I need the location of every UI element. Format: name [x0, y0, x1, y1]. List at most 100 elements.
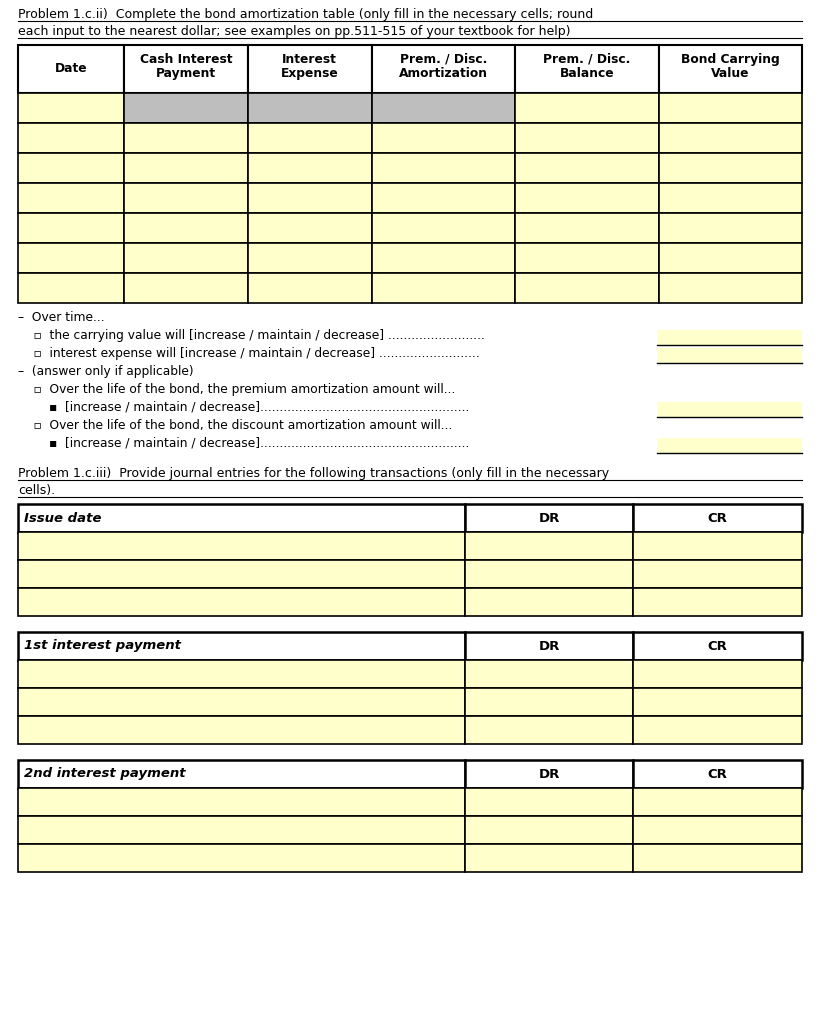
Bar: [658, 153, 801, 183]
Bar: [371, 243, 514, 273]
Text: DR: DR: [538, 768, 559, 780]
Bar: [464, 816, 632, 844]
Bar: [247, 45, 371, 93]
Bar: [656, 402, 801, 417]
Bar: [658, 273, 801, 303]
Text: Bond Carrying: Bond Carrying: [680, 53, 779, 66]
Bar: [632, 532, 801, 560]
Bar: [18, 560, 464, 588]
Bar: [632, 760, 801, 788]
Bar: [371, 153, 514, 183]
Bar: [514, 273, 658, 303]
Bar: [247, 183, 371, 213]
Bar: [124, 45, 247, 93]
Text: Balance: Balance: [559, 67, 613, 80]
Bar: [18, 588, 464, 616]
Text: ▪  [increase / maintain / decrease].............................................: ▪ [increase / maintain / decrease]......…: [18, 401, 468, 414]
Bar: [658, 213, 801, 243]
Text: DR: DR: [538, 640, 559, 652]
Bar: [371, 123, 514, 153]
Text: Problem 1.c.iii)  Provide journal entries for the following transactions (only f: Problem 1.c.iii) Provide journal entries…: [18, 467, 609, 480]
Bar: [632, 688, 801, 716]
Bar: [464, 560, 632, 588]
Text: ▫  Over the life of the bond, the discount amortization amount will...: ▫ Over the life of the bond, the discoun…: [18, 419, 452, 432]
Bar: [247, 123, 371, 153]
Text: CR: CR: [707, 768, 726, 780]
Text: Prem. / Disc.: Prem. / Disc.: [542, 53, 630, 66]
Bar: [514, 183, 658, 213]
Bar: [632, 844, 801, 872]
Bar: [124, 213, 247, 243]
Bar: [124, 183, 247, 213]
Bar: [464, 788, 632, 816]
Bar: [658, 93, 801, 123]
Bar: [18, 93, 124, 123]
Bar: [124, 93, 247, 123]
Text: CR: CR: [707, 512, 726, 524]
Bar: [464, 632, 632, 660]
Text: 1st interest payment: 1st interest payment: [24, 640, 181, 652]
Bar: [658, 243, 801, 273]
Text: ▫  interest expense will [increase / maintain / decrease] ......................: ▫ interest expense will [increase / main…: [18, 347, 479, 360]
Text: –  (answer only if applicable): – (answer only if applicable): [18, 365, 193, 378]
Bar: [124, 153, 247, 183]
Bar: [371, 93, 514, 123]
Bar: [632, 632, 801, 660]
Text: Interest: Interest: [282, 53, 337, 66]
Bar: [124, 243, 247, 273]
Bar: [247, 153, 371, 183]
Text: CR: CR: [707, 640, 726, 652]
Bar: [18, 716, 464, 744]
Bar: [632, 588, 801, 616]
Bar: [371, 183, 514, 213]
Bar: [464, 716, 632, 744]
Bar: [18, 123, 124, 153]
Bar: [18, 183, 124, 213]
Text: cells).: cells).: [18, 484, 55, 497]
Bar: [514, 213, 658, 243]
Text: Amortization: Amortization: [398, 67, 487, 80]
Text: ▫  the carrying value will [increase / maintain / decrease] ....................: ▫ the carrying value will [increase / ma…: [18, 329, 484, 342]
Bar: [656, 330, 801, 345]
Bar: [632, 788, 801, 816]
Bar: [632, 560, 801, 588]
Bar: [632, 816, 801, 844]
Bar: [371, 273, 514, 303]
Bar: [371, 45, 514, 93]
Bar: [514, 243, 658, 273]
Text: Payment: Payment: [156, 67, 215, 80]
Bar: [124, 273, 247, 303]
Text: each input to the nearest dollar; see examples on pp.511-515 of your textbook fo: each input to the nearest dollar; see ex…: [18, 25, 570, 38]
Text: –  Over time...: – Over time...: [18, 311, 105, 324]
Text: Date: Date: [55, 62, 87, 76]
Bar: [514, 93, 658, 123]
Bar: [464, 760, 632, 788]
Bar: [247, 213, 371, 243]
Text: Issue date: Issue date: [24, 512, 102, 524]
Bar: [464, 588, 632, 616]
Bar: [371, 213, 514, 243]
Text: ▫  Over the life of the bond, the premium amortization amount will...: ▫ Over the life of the bond, the premium…: [18, 383, 455, 396]
Bar: [18, 153, 124, 183]
Bar: [18, 45, 124, 93]
Bar: [464, 688, 632, 716]
Bar: [18, 504, 464, 532]
Bar: [247, 93, 371, 123]
Bar: [124, 123, 247, 153]
Bar: [464, 844, 632, 872]
Bar: [464, 660, 632, 688]
Text: DR: DR: [538, 512, 559, 524]
Bar: [18, 243, 124, 273]
Text: Problem 1.c.ii)  Complete the bond amortization table (only fill in the necessar: Problem 1.c.ii) Complete the bond amorti…: [18, 8, 592, 22]
Bar: [514, 153, 658, 183]
Text: Value: Value: [710, 67, 749, 80]
Bar: [464, 504, 632, 532]
Bar: [658, 45, 801, 93]
Bar: [18, 788, 464, 816]
Bar: [656, 438, 801, 453]
Bar: [632, 716, 801, 744]
Text: 2nd interest payment: 2nd interest payment: [24, 768, 185, 780]
Bar: [656, 348, 801, 362]
Text: Prem. / Disc.: Prem. / Disc.: [399, 53, 486, 66]
Bar: [632, 660, 801, 688]
